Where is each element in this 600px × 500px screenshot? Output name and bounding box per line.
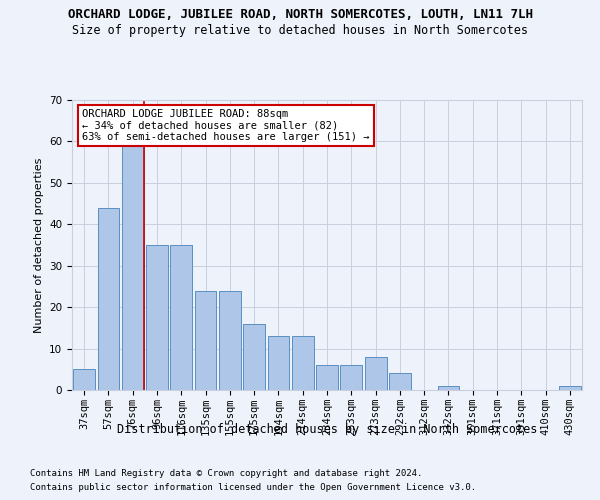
Bar: [559, 386, 581, 390]
Y-axis label: Number of detached properties: Number of detached properties: [34, 158, 44, 332]
Text: Distribution of detached houses by size in North Somercotes: Distribution of detached houses by size …: [117, 422, 537, 436]
Bar: [122, 146, 143, 390]
Text: Contains public sector information licensed under the Open Government Licence v3: Contains public sector information licen…: [30, 484, 476, 492]
Bar: [243, 324, 265, 390]
Bar: [389, 374, 411, 390]
Bar: [170, 245, 192, 390]
Bar: [73, 370, 95, 390]
Bar: [219, 290, 241, 390]
Text: Contains HM Land Registry data © Crown copyright and database right 2024.: Contains HM Land Registry data © Crown c…: [30, 468, 422, 477]
Bar: [340, 365, 362, 390]
Bar: [365, 357, 386, 390]
Bar: [97, 208, 119, 390]
Text: Size of property relative to detached houses in North Somercotes: Size of property relative to detached ho…: [72, 24, 528, 37]
Bar: [292, 336, 314, 390]
Text: ORCHARD LODGE JUBILEE ROAD: 88sqm
← 34% of detached houses are smaller (82)
63% : ORCHARD LODGE JUBILEE ROAD: 88sqm ← 34% …: [82, 108, 370, 142]
Bar: [146, 245, 168, 390]
Bar: [437, 386, 460, 390]
Text: ORCHARD LODGE, JUBILEE ROAD, NORTH SOMERCOTES, LOUTH, LN11 7LH: ORCHARD LODGE, JUBILEE ROAD, NORTH SOMER…: [67, 8, 533, 20]
Bar: [268, 336, 289, 390]
Bar: [316, 365, 338, 390]
Bar: [194, 290, 217, 390]
